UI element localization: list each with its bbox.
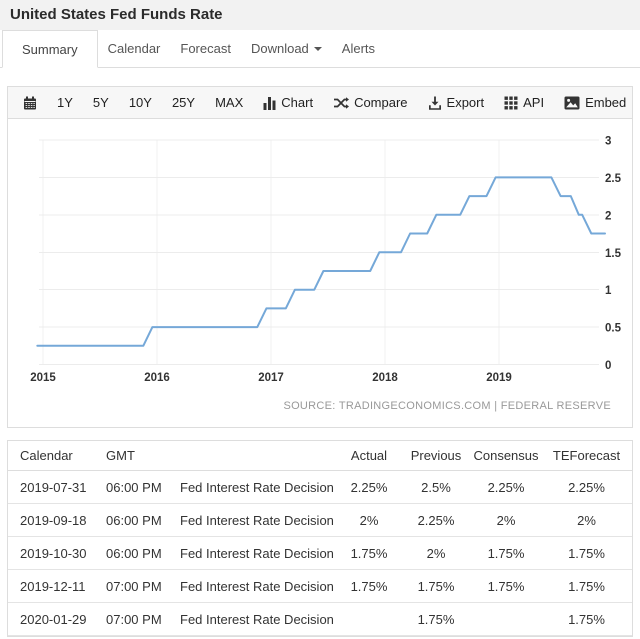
chart-source-label: SOURCE: TRADINGECONOMICS.COM | FEDERAL R… xyxy=(283,400,611,412)
tab-calendar[interactable]: Calendar xyxy=(107,41,161,56)
embed-label: Embed xyxy=(585,95,627,110)
cell-date: 2019-10-30 xyxy=(8,536,94,570)
embed-icon xyxy=(564,96,580,109)
cell-actual: 1.75% xyxy=(337,569,401,603)
export-button[interactable]: Export xyxy=(428,95,485,110)
title-bar: United States Fed Funds Rate xyxy=(0,0,640,30)
fed-funds-chart[interactable]: SOURCE: TRADINGECONOMICS.COM | FEDERAL R… xyxy=(8,119,632,426)
cell-event: Fed Interest Rate Decision xyxy=(168,503,337,537)
cell-event: Fed Interest Rate Decision xyxy=(168,602,337,636)
chart-type-button[interactable]: Chart xyxy=(263,95,313,110)
cell-teforecast: 2.25% xyxy=(541,470,632,504)
cell-date: 2020-01-29 xyxy=(8,602,94,636)
cell-teforecast: 1.75% xyxy=(541,602,632,636)
y-axis-label: 2.5 xyxy=(605,173,622,185)
table-header-row: Calendar GMT Actual Previous Consensus T… xyxy=(8,441,632,471)
x-axis-label: 2016 xyxy=(144,372,170,384)
table-row: 2019-07-31 06:00 PM Fed Interest Rate De… xyxy=(8,470,632,504)
cell-consensus: 1.75% xyxy=(471,569,541,603)
tab-bar: Summary Calendar Forecast Download Alert… xyxy=(0,30,640,68)
range-max-button[interactable]: MAX xyxy=(215,95,244,110)
cell-previous: 2.25% xyxy=(401,503,471,537)
y-axis-label: 1 xyxy=(605,285,612,297)
cell-previous: 1.75% xyxy=(401,602,471,636)
cell-gmt: 06:00 PM xyxy=(94,470,168,504)
y-axis-label: 2 xyxy=(605,210,611,222)
table-row: 2019-10-30 06:00 PM Fed Interest Rate De… xyxy=(8,536,632,570)
tab-download[interactable]: Download xyxy=(241,30,332,67)
calendar-table-card: Calendar GMT Actual Previous Consensus T… xyxy=(7,440,633,637)
cell-gmt: 06:00 PM xyxy=(94,503,168,537)
y-axis-label: 0 xyxy=(605,360,611,372)
cell-teforecast: 1.75% xyxy=(541,536,632,570)
tab-forecast[interactable]: Forecast xyxy=(180,41,231,56)
api-button[interactable]: API xyxy=(504,95,544,110)
cell-consensus: 2% xyxy=(471,503,541,537)
range-1y-button[interactable]: 1Y xyxy=(57,95,73,110)
cell-consensus: 2.25% xyxy=(471,470,541,504)
tab-download-label: Download xyxy=(250,41,309,56)
cell-event: Fed Interest Rate Decision xyxy=(168,536,337,570)
cell-actual: 2.25% xyxy=(337,470,401,504)
col-header-previous: Previous xyxy=(401,441,471,471)
chevron-down-icon xyxy=(313,46,322,51)
cell-event: Fed Interest Rate Decision xyxy=(168,569,337,603)
cell-date: 2019-09-18 xyxy=(8,503,94,537)
cell-gmt: 07:00 PM xyxy=(94,569,168,603)
chart-card: SOURCE: TRADINGECONOMICS.COM | FEDERAL R… xyxy=(7,119,633,428)
cell-date: 2019-07-31 xyxy=(8,470,94,504)
cell-consensus: 1.75% xyxy=(471,536,541,570)
calendar-icon-button[interactable] xyxy=(23,96,37,110)
col-header-actual: Actual xyxy=(337,441,401,471)
compare-button[interactable]: Compare xyxy=(333,95,408,110)
cell-gmt: 07:00 PM xyxy=(94,602,168,636)
x-axis-label: 2017 xyxy=(258,372,284,384)
col-header-gmt: GMT xyxy=(94,441,168,471)
range-25y-button[interactable]: 25Y xyxy=(171,95,196,110)
col-header-event xyxy=(168,441,337,471)
cell-actual xyxy=(337,602,401,636)
table-row: 2020-01-29 07:00 PM Fed Interest Rate De… xyxy=(8,602,632,636)
embed-button[interactable]: Embed xyxy=(564,95,626,110)
y-axis-label: 1.5 xyxy=(605,248,622,260)
export-label: Export xyxy=(446,95,485,110)
cell-actual: 1.75% xyxy=(337,536,401,570)
calendar-table: Calendar GMT Actual Previous Consensus T… xyxy=(8,441,632,636)
cell-previous: 2.5% xyxy=(401,470,471,504)
cell-actual: 2% xyxy=(337,503,401,537)
rate-series-line xyxy=(36,176,606,347)
cell-teforecast: 2% xyxy=(541,503,632,537)
x-axis-label: 2015 xyxy=(30,372,56,384)
col-header-calendar: Calendar xyxy=(8,441,94,471)
compare-icon xyxy=(334,96,350,109)
y-axis-label: 3 xyxy=(605,136,611,148)
calendar-icon xyxy=(24,96,36,109)
page-title: United States Fed Funds Rate xyxy=(10,6,223,23)
chart-toolbar: 1Y 5Y 10Y 25Y MAX Chart Compare Export xyxy=(7,86,633,119)
cell-event: Fed Interest Rate Decision xyxy=(168,470,337,504)
cell-previous: 1.75% xyxy=(401,569,471,603)
tab-summary[interactable]: Summary xyxy=(2,30,98,68)
api-icon xyxy=(504,96,518,109)
export-icon xyxy=(428,96,441,110)
y-axis-label: 0.5 xyxy=(605,323,622,335)
cell-teforecast: 1.75% xyxy=(541,569,632,603)
x-axis-label: 2019 xyxy=(486,372,512,384)
cell-consensus xyxy=(471,602,541,636)
bar-chart-icon xyxy=(263,96,276,110)
tab-alerts[interactable]: Alerts xyxy=(341,41,376,56)
col-header-teforecast: TEForecast xyxy=(541,441,632,471)
compare-label: Compare xyxy=(354,95,408,110)
x-axis-label: 2018 xyxy=(372,372,398,384)
cell-date: 2019-12-11 xyxy=(8,569,94,603)
table-row: 2019-09-18 06:00 PM Fed Interest Rate De… xyxy=(8,503,632,537)
chart-type-label: Chart xyxy=(281,95,314,110)
range-5y-button[interactable]: 5Y xyxy=(92,95,109,110)
table-row: 2019-12-11 07:00 PM Fed Interest Rate De… xyxy=(8,569,632,603)
range-10y-button[interactable]: 10Y xyxy=(128,95,152,110)
cell-previous: 2% xyxy=(401,536,471,570)
cell-gmt: 06:00 PM xyxy=(94,536,168,570)
api-label: API xyxy=(523,95,545,110)
col-header-consensus: Consensus xyxy=(471,441,541,471)
